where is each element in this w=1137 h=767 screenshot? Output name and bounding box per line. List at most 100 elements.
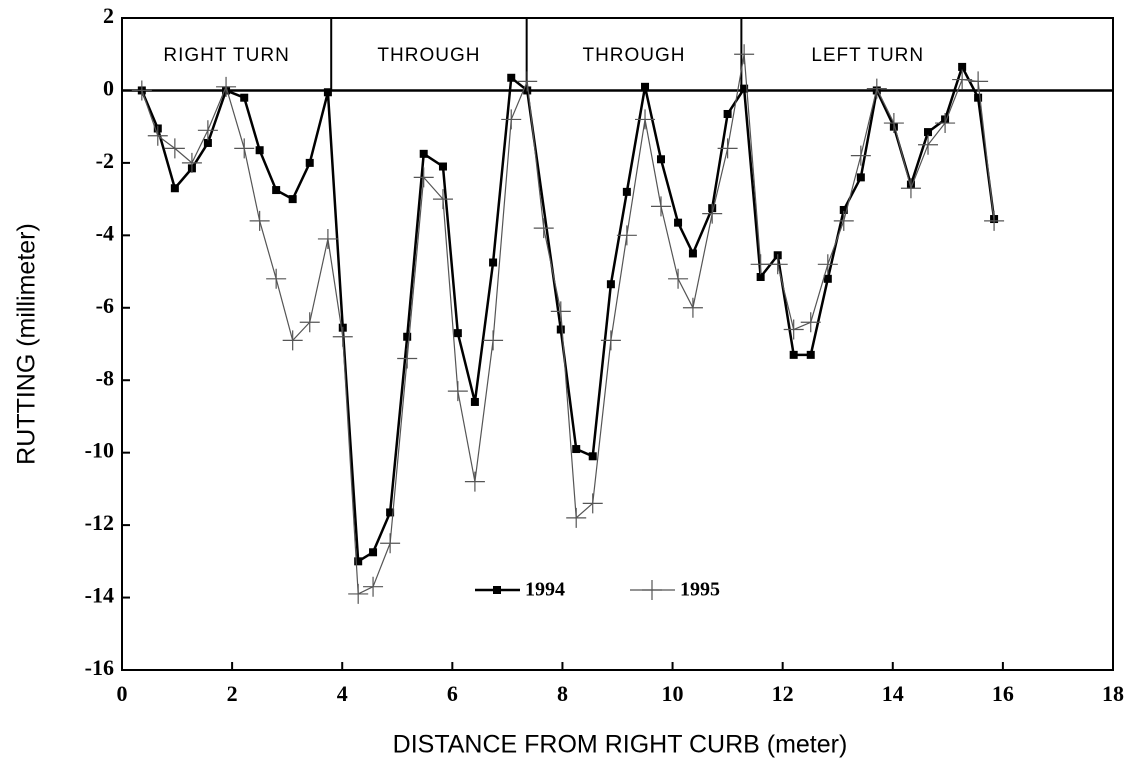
point	[606, 280, 615, 289]
point	[958, 62, 967, 71]
point	[483, 330, 504, 351]
point	[282, 330, 303, 351]
point	[935, 113, 956, 134]
point	[354, 557, 363, 566]
legend-label: 1994	[525, 579, 565, 601]
point	[918, 134, 939, 155]
y-tick-label: 2	[103, 3, 114, 28]
y-tick-label: -16	[85, 655, 114, 680]
point	[272, 186, 281, 195]
point	[750, 254, 771, 275]
point	[582, 493, 603, 514]
point	[600, 330, 621, 351]
point	[924, 128, 933, 137]
point	[501, 109, 522, 130]
point	[533, 218, 554, 239]
point	[789, 350, 798, 359]
x-tick-label: 12	[772, 681, 794, 706]
point	[566, 507, 587, 528]
x-tick-label: 6	[447, 681, 458, 706]
point	[823, 274, 832, 283]
point	[288, 195, 297, 204]
point	[363, 576, 384, 597]
point	[688, 249, 697, 258]
point	[556, 325, 565, 334]
legend-marker	[642, 580, 662, 600]
y-tick-label: -12	[85, 510, 114, 535]
point	[234, 138, 255, 159]
y-axis-label: RUTTING (millimeter)	[13, 223, 41, 465]
series-line	[140, 63, 996, 564]
x-tick-label: 14	[882, 681, 904, 706]
point	[317, 228, 338, 249]
lane-label: RIGHT TURN	[163, 45, 289, 66]
point	[622, 187, 631, 196]
point	[464, 471, 485, 492]
point	[641, 82, 650, 91]
y-tick-label: -8	[96, 365, 114, 390]
point	[668, 268, 689, 289]
point	[447, 381, 468, 402]
point	[517, 71, 538, 92]
point	[767, 254, 788, 275]
x-tick-label: 10	[662, 681, 684, 706]
point	[650, 196, 671, 217]
point	[974, 93, 983, 102]
point	[170, 184, 179, 193]
y-tick-label: -4	[96, 220, 114, 245]
point	[572, 445, 581, 454]
point	[984, 210, 1005, 231]
point	[305, 158, 314, 167]
point	[413, 167, 434, 188]
point	[952, 69, 973, 90]
point	[588, 452, 597, 461]
point	[883, 113, 904, 134]
point	[147, 125, 168, 146]
point	[403, 332, 412, 341]
y-tick-label: -2	[96, 148, 114, 173]
point	[470, 397, 479, 406]
x-tick-label: 16	[992, 681, 1014, 706]
point	[197, 120, 218, 141]
point	[856, 173, 865, 182]
point	[550, 301, 571, 322]
point	[756, 272, 765, 281]
x-tick-label: 18	[1102, 681, 1124, 706]
point	[131, 80, 152, 101]
point	[240, 93, 249, 102]
y-tick-label: -10	[85, 438, 114, 463]
point	[682, 297, 703, 318]
point	[723, 109, 732, 118]
series-line	[141, 54, 995, 595]
point	[839, 205, 848, 214]
point	[255, 146, 264, 155]
point	[348, 583, 369, 604]
point	[419, 149, 428, 158]
point	[323, 88, 332, 97]
point	[249, 210, 270, 231]
y-tick-label: 0	[103, 75, 114, 100]
point	[817, 254, 838, 275]
point	[438, 162, 447, 171]
point	[800, 312, 821, 333]
y-tick-label: -6	[96, 293, 114, 318]
x-axis-label: DISTANCE FROM RIGHT CURB (meter)	[393, 731, 848, 759]
x-tick-label: 4	[337, 681, 348, 706]
lane-label: THROUGH	[377, 45, 480, 66]
point	[900, 178, 921, 199]
point	[453, 329, 462, 338]
y-tick-label: -14	[85, 583, 114, 608]
point	[806, 350, 815, 359]
lane-label: THROUGH	[582, 45, 685, 66]
x-tick-label: 2	[227, 681, 238, 706]
point	[702, 203, 723, 224]
point	[734, 44, 755, 65]
point	[332, 326, 353, 347]
point	[489, 258, 498, 267]
point	[717, 138, 738, 159]
legend-marker	[493, 586, 501, 594]
point	[386, 508, 395, 517]
point	[181, 152, 202, 173]
point	[380, 533, 401, 554]
point	[164, 138, 185, 159]
